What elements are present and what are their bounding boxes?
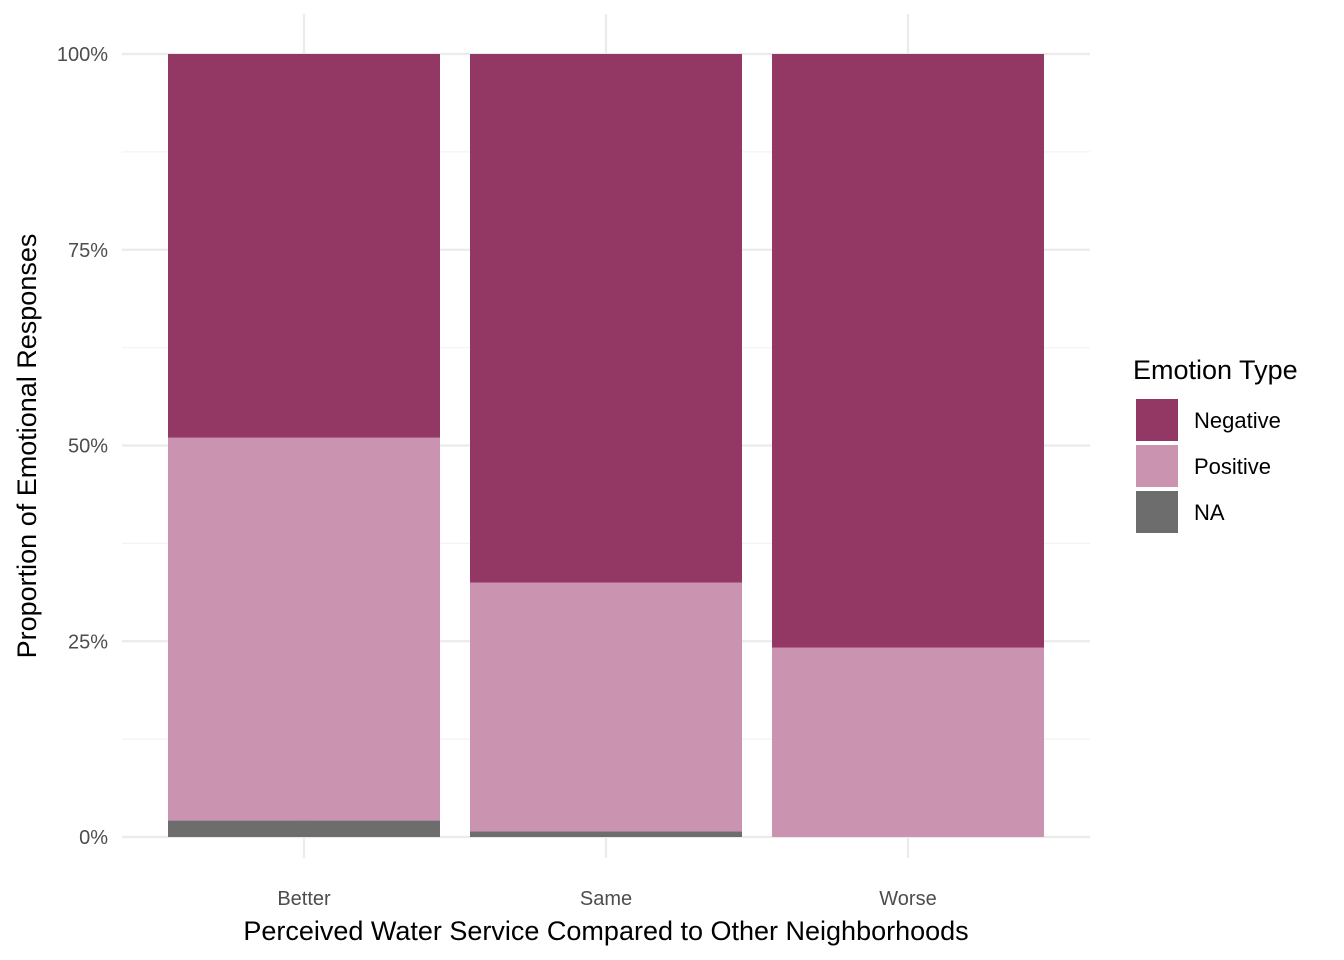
legend-swatch-na — [1136, 491, 1178, 533]
bar-same-negative — [470, 54, 742, 583]
y-tick-label: 25% — [68, 631, 108, 653]
bar-better-negative — [168, 54, 440, 438]
y-axis-title: Proportion of Emotional Responses — [12, 234, 42, 659]
legend-title: Emotion Type — [1133, 355, 1298, 385]
bars — [168, 54, 1044, 837]
bar-better-positive — [168, 437, 440, 821]
bar-same-positive — [470, 582, 742, 832]
y-tick-label: 100% — [57, 44, 108, 66]
x-tick-label: Worse — [879, 888, 936, 910]
y-tick-labels: 0% 25% 50% 75% 100% — [57, 44, 108, 849]
bar-same-na — [470, 831, 742, 837]
x-tick-label: Same — [580, 888, 632, 910]
x-tick-label: Better — [277, 888, 331, 910]
x-tick-labels: Better Same Worse — [277, 888, 936, 910]
legend-label-positive: Positive — [1194, 454, 1271, 479]
legend-swatch-negative — [1136, 399, 1178, 441]
y-tick-label: 0% — [79, 827, 108, 849]
y-tick-label: 50% — [68, 436, 108, 458]
legend-label-na: NA — [1194, 500, 1225, 525]
legend-swatch-positive — [1136, 445, 1178, 487]
legend-items: Negative Positive NA — [1136, 399, 1281, 533]
x-axis-title: Perceived Water Service Compared to Othe… — [243, 916, 968, 946]
legend: Emotion Type Negative Positive NA — [1133, 355, 1298, 533]
bar-worse-negative — [772, 54, 1044, 648]
y-tick-label: 75% — [68, 240, 108, 262]
legend-label-negative: Negative — [1194, 408, 1281, 433]
bar-better-na — [168, 820, 440, 837]
bar-worse-positive — [772, 647, 1044, 837]
